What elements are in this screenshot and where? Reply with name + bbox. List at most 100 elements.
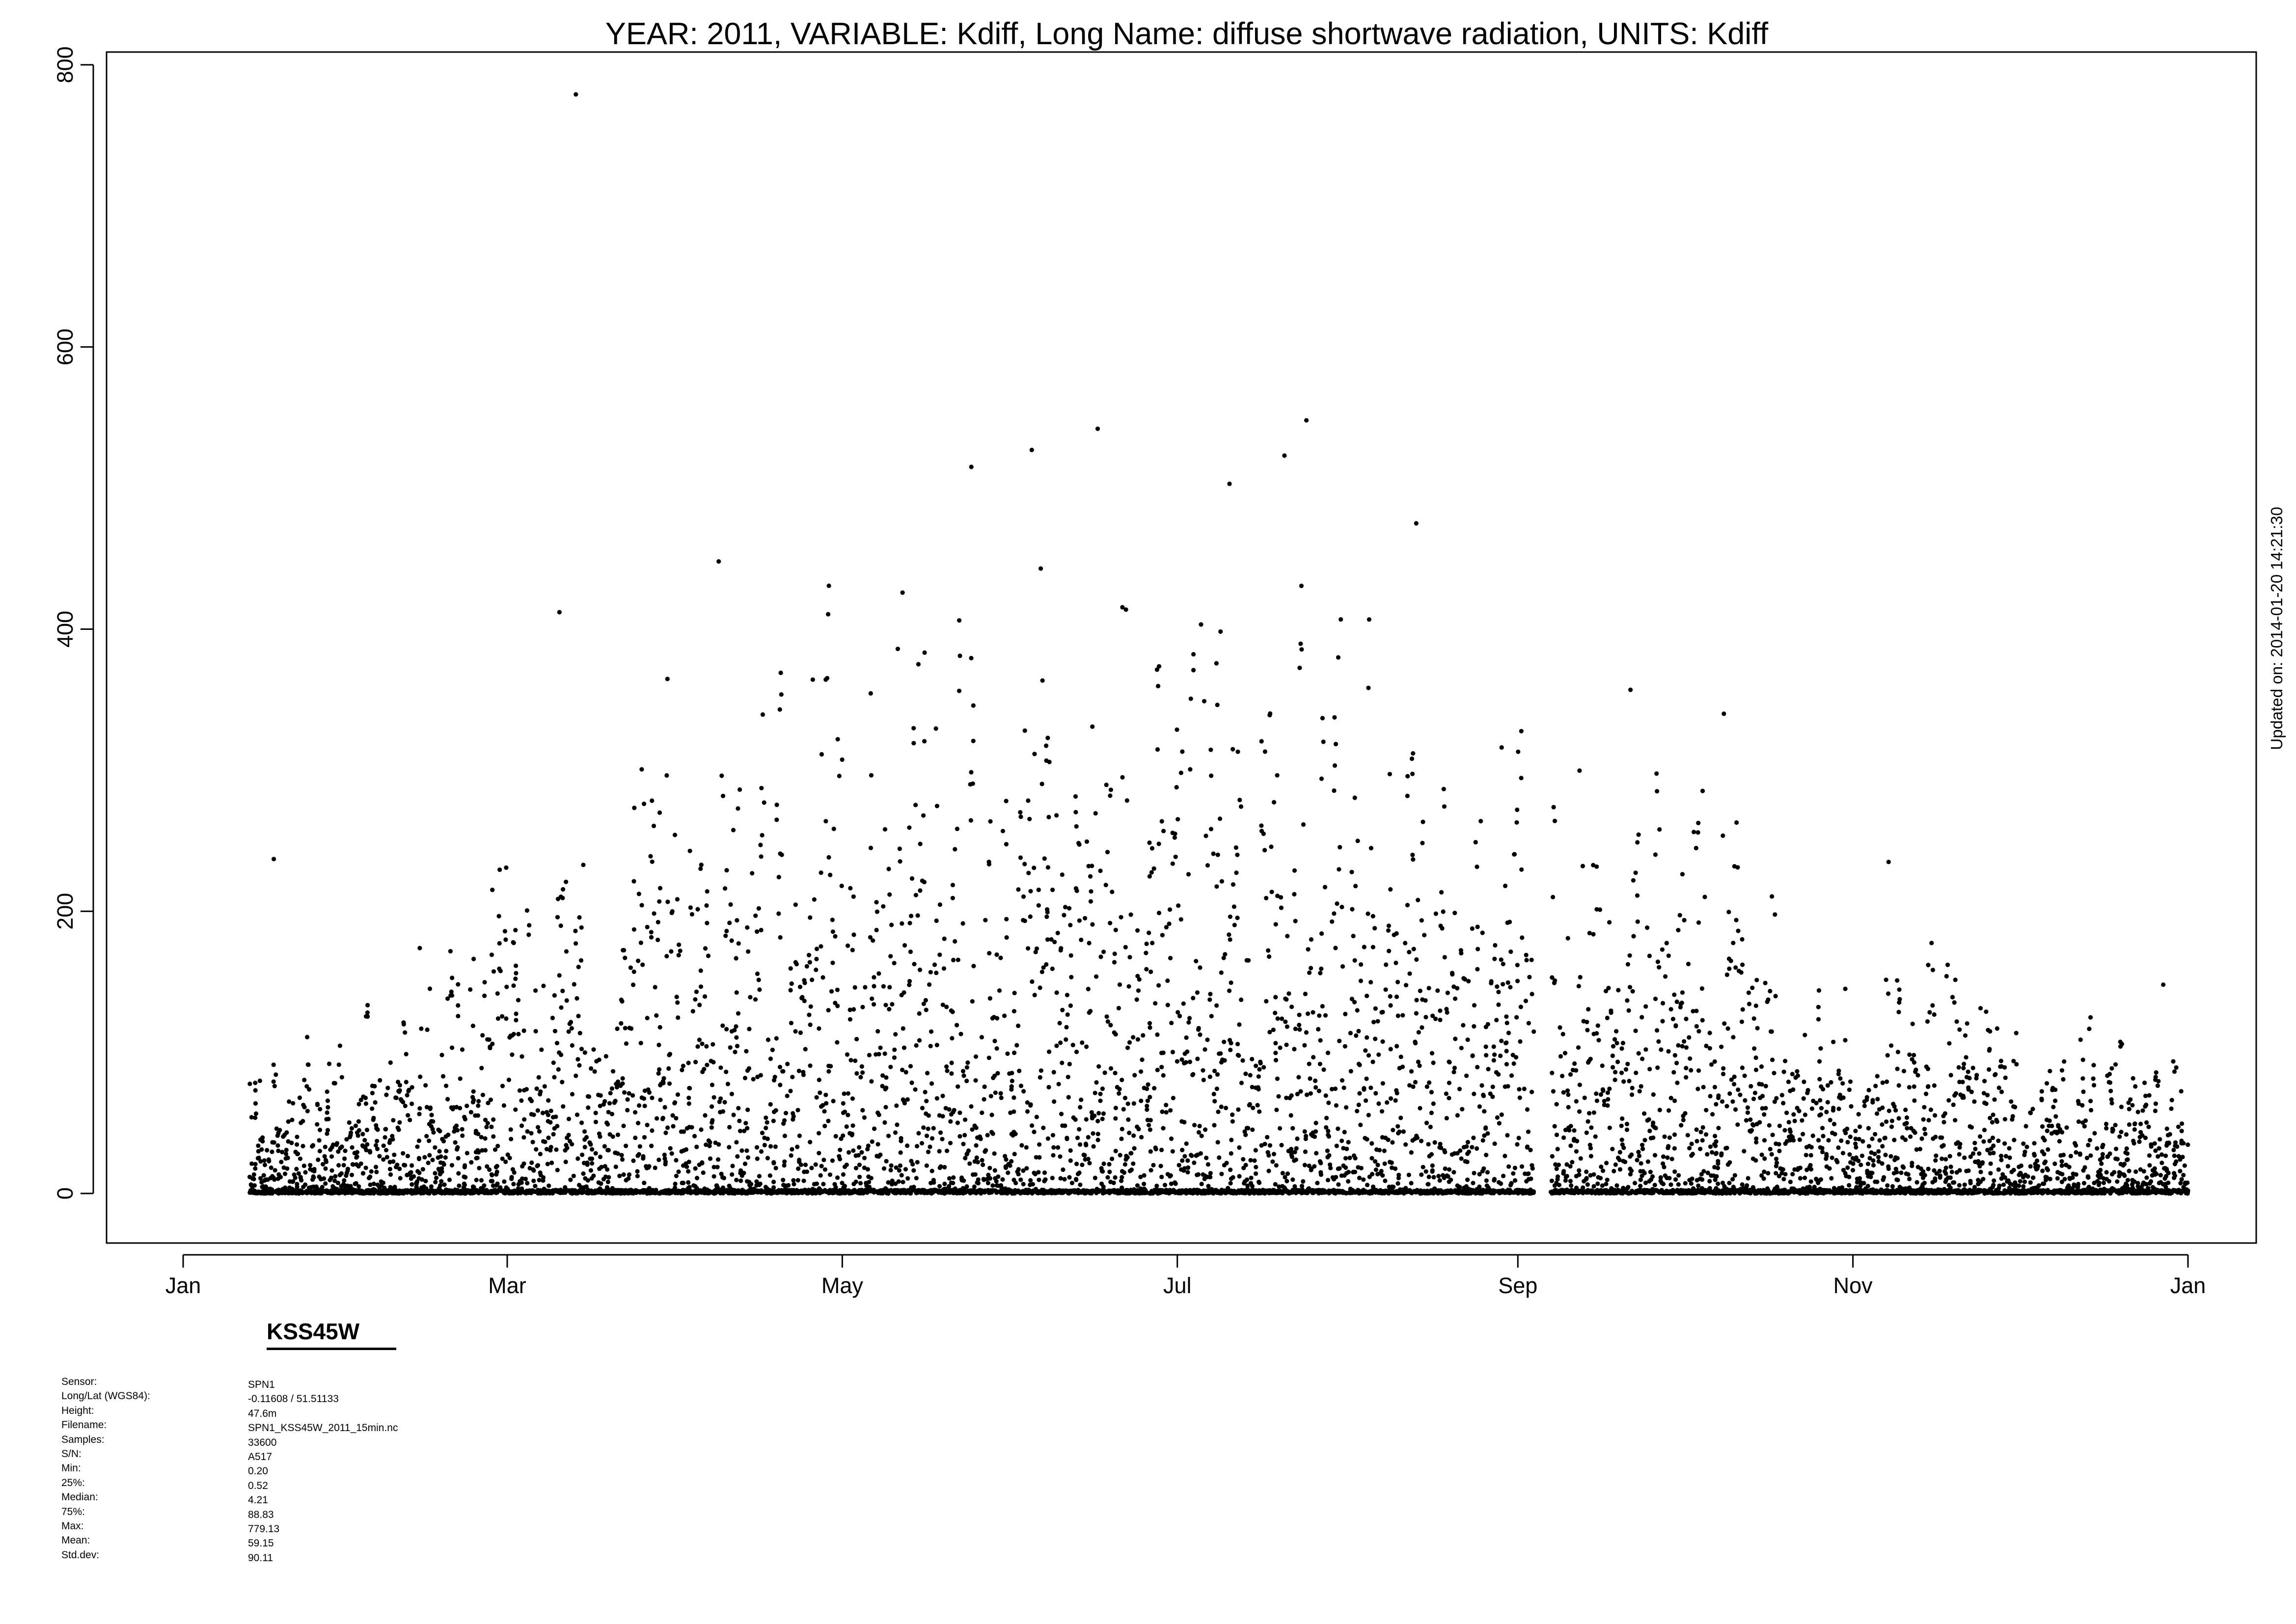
- data-point: [301, 1119, 305, 1124]
- data-point: [539, 1047, 544, 1052]
- data-point: [924, 1163, 929, 1168]
- data-point: [577, 1030, 582, 1035]
- data-point: [988, 1094, 993, 1099]
- data-point: [564, 998, 569, 1003]
- data-point: [1076, 840, 1081, 845]
- data-point: [768, 1056, 773, 1061]
- data-point: [674, 1173, 679, 1178]
- data-point: [1266, 1153, 1271, 1158]
- data-point: [275, 1143, 280, 1148]
- data-point: [989, 1112, 994, 1117]
- data-point: [770, 1048, 775, 1053]
- data-point: [491, 1117, 496, 1122]
- data-point: [302, 1078, 307, 1083]
- data-point: [1066, 1075, 1070, 1080]
- data-point: [1362, 945, 1367, 949]
- data-point: [615, 1026, 620, 1031]
- data-point: [1199, 1182, 1204, 1187]
- data-point: [1380, 1039, 1385, 1044]
- data-point: [728, 1045, 733, 1050]
- data-point: [835, 987, 840, 992]
- data-point: [1093, 1175, 1097, 1180]
- data-point: [1042, 1170, 1047, 1175]
- data-point: [637, 1144, 642, 1149]
- data-point: [342, 1156, 347, 1161]
- data-point: [1426, 1174, 1431, 1179]
- data-point: [964, 1065, 969, 1070]
- data-point: [1470, 1145, 1475, 1150]
- data-point: [253, 1101, 258, 1106]
- data-point: [697, 1037, 702, 1042]
- data-point: [356, 1102, 361, 1107]
- data-point: [988, 819, 993, 824]
- data-point: [641, 1154, 646, 1159]
- data-point: [1215, 703, 1220, 707]
- data-point: [1286, 991, 1291, 996]
- data-point: [1095, 1119, 1100, 1124]
- data-point: [1253, 1189, 1258, 1194]
- data-point: [512, 1170, 517, 1175]
- data-point: [1328, 1165, 1333, 1170]
- data-point: [1352, 795, 1357, 800]
- data-point: [1373, 1190, 1378, 1195]
- data-point: [666, 1188, 671, 1192]
- data-point: [271, 1079, 276, 1084]
- data-point: [968, 818, 973, 823]
- data-point: [253, 1115, 258, 1120]
- x-tick-label: Nov: [1833, 1273, 1873, 1298]
- data-point: [1010, 1071, 1014, 1076]
- data-point: [972, 1184, 977, 1189]
- data-point: [1228, 1167, 1233, 1172]
- data-point: [920, 878, 925, 883]
- data-point: [1284, 1042, 1289, 1047]
- data-point: [973, 1054, 979, 1059]
- data-point: [795, 1144, 800, 1149]
- data-point: [374, 1143, 379, 1148]
- data-point: [666, 1066, 671, 1071]
- data-point: [765, 1156, 770, 1161]
- data-point: [336, 1163, 341, 1168]
- data-point: [791, 1117, 795, 1122]
- data-point: [1038, 985, 1042, 990]
- data-point: [1009, 1159, 1014, 1164]
- data-point: [1318, 1038, 1323, 1043]
- data-point: [1061, 1167, 1066, 1172]
- data-point: [1038, 1075, 1042, 1080]
- data-point: [902, 943, 907, 948]
- data-point: [1148, 1025, 1152, 1030]
- data-point: [1083, 916, 1088, 920]
- data-point: [1307, 970, 1312, 975]
- data-point: [291, 1179, 296, 1184]
- data-point: [687, 1185, 692, 1190]
- data-point: [1417, 1063, 1422, 1068]
- data-point: [1156, 983, 1161, 988]
- data-point: [605, 1148, 610, 1153]
- data-point: [374, 1169, 379, 1174]
- data-point: [586, 1094, 592, 1099]
- data-point: [1485, 1131, 1490, 1136]
- data-point: [560, 1080, 565, 1084]
- data-point: [1409, 1150, 1414, 1155]
- y-tick-label: 800: [53, 46, 78, 83]
- data-point: [1080, 1163, 1085, 1167]
- data-point: [1430, 1169, 1435, 1174]
- data-point: [462, 1181, 466, 1186]
- data-point: [665, 677, 670, 681]
- data-point: [375, 1138, 380, 1143]
- data-point: [1418, 988, 1422, 993]
- data-point: [998, 1183, 1004, 1188]
- data-point: [390, 1137, 395, 1142]
- data-point: [445, 996, 450, 1001]
- data-point: [729, 938, 734, 943]
- data-point: [598, 1104, 602, 1109]
- data-point: [1315, 1181, 1320, 1186]
- data-point: [443, 1155, 448, 1160]
- data-point: [704, 1142, 709, 1147]
- data-point: [437, 1149, 442, 1154]
- data-point: [1205, 1037, 1210, 1042]
- data-point: [947, 1107, 952, 1112]
- data-point: [298, 1156, 303, 1161]
- data-point: [494, 1172, 499, 1177]
- data-point: [851, 1148, 856, 1153]
- data-point: [1405, 903, 1410, 908]
